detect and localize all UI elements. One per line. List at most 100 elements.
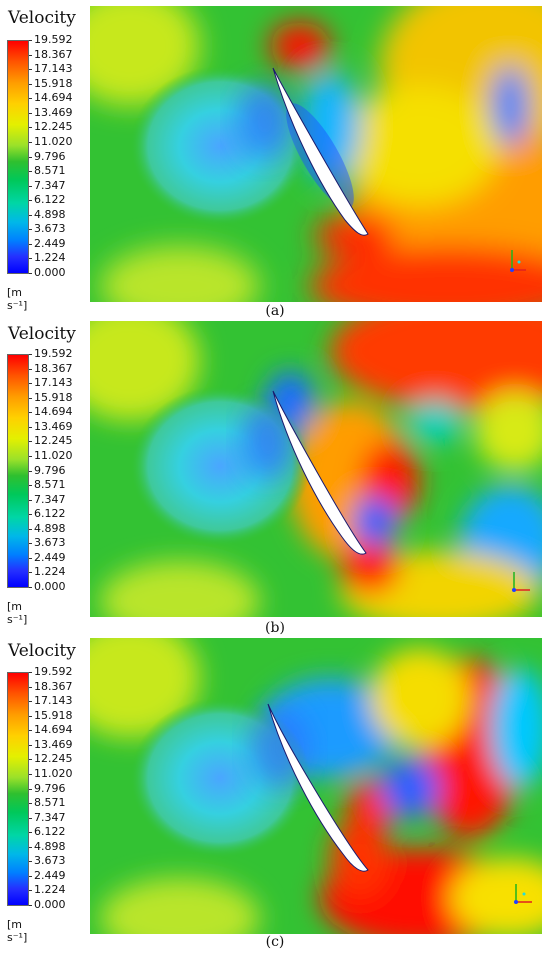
legend-tick-label: 19.592 [34, 665, 73, 678]
legend-tick-label: 1.224 [34, 251, 66, 264]
legend-tick-label: 14.694 [34, 723, 73, 736]
axis-triad-icon [512, 572, 530, 592]
contour-field [90, 321, 542, 617]
panel-caption: (b) [265, 620, 285, 636]
legend-tick-mark [29, 157, 32, 158]
velocity-panel-c: Velocity 19.592 18.367 17.143 15.918 14.694 1… [0, 634, 550, 957]
legend-tick-mark [29, 229, 32, 230]
legend-tick-mark [29, 905, 32, 906]
legend-tick-mark [29, 543, 32, 544]
legend-tick-mark [29, 514, 32, 515]
legend-tick-label: 8.571 [34, 478, 66, 491]
legend-tick-label: 4.898 [34, 840, 66, 853]
legend-tick-mark [29, 847, 32, 848]
legend-tick-mark [29, 687, 32, 688]
color-bar [7, 672, 29, 906]
legend-tick-mark [29, 84, 32, 85]
velocity-panel-a: Velocity 19.592 18.367 17.143 15.918 14.694 1… [0, 0, 550, 320]
legend-tick-label: 12.245 [34, 434, 73, 447]
legend-tick-mark [29, 818, 32, 819]
velocity-contour-plot [90, 638, 542, 934]
legend-tick-label: 0.000 [34, 266, 66, 279]
legend-tick-label: 17.143 [34, 694, 73, 707]
color-bar [7, 354, 29, 588]
legend-tick-label: 3.673 [34, 854, 66, 867]
contour-field [90, 6, 542, 302]
legend-tick-mark [29, 456, 32, 457]
legend-tick-mark [29, 412, 32, 413]
legend-unit: [m s⁻¹] [7, 918, 28, 944]
legend-tick-mark [29, 113, 32, 114]
airfoil [267, 703, 369, 872]
legend-tick-label: 13.469 [34, 738, 73, 751]
legend-tick-mark [29, 774, 32, 775]
legend-tick-label: 2.449 [34, 551, 66, 564]
legend-tick-label: 4.898 [34, 522, 66, 535]
velocity-contour-plot [90, 321, 542, 617]
legend-tick-label: 13.469 [34, 106, 73, 119]
legend-tick-label: 3.673 [34, 222, 66, 235]
legend-tick-label: 14.694 [34, 405, 73, 418]
legend-tick-label: 8.571 [34, 164, 66, 177]
legend-tick-label: 18.367 [34, 48, 73, 61]
legend-tick-mark [29, 98, 32, 99]
legend-tick-label: 6.122 [34, 507, 66, 520]
legend-tick-label: 18.367 [34, 680, 73, 693]
legend-tick-label: 15.918 [34, 709, 73, 722]
legend-tick-label: 9.796 [34, 464, 66, 477]
legend-tick-mark [29, 142, 32, 143]
panel-caption: (c) [265, 934, 285, 950]
legend-tick-label: 17.143 [34, 62, 73, 75]
airfoil [272, 67, 369, 236]
legend-tick-mark [29, 186, 32, 187]
legend-tick-label: 11.020 [34, 135, 73, 148]
legend-tick-label: 17.143 [34, 376, 73, 389]
legend-tick-mark [29, 369, 32, 370]
legend-tick-mark [29, 759, 32, 760]
legend-tick-label: 3.673 [34, 536, 66, 549]
legend-tick-label: 6.122 [34, 825, 66, 838]
legend-tick-mark [29, 572, 32, 573]
legend-tick-mark [29, 861, 32, 862]
legend-title: Velocity [8, 324, 76, 344]
legend-title: Velocity [8, 641, 76, 661]
legend-tick-mark [29, 500, 32, 501]
legend-tick-label: 8.571 [34, 796, 66, 809]
velocity-contour-plot [90, 6, 542, 302]
legend-tick-mark [29, 215, 32, 216]
legend-tick-mark [29, 876, 32, 877]
legend-tick-label: 4.898 [34, 208, 66, 221]
legend-tick-mark [29, 273, 32, 274]
legend-tick-label: 12.245 [34, 752, 73, 765]
legend-unit: [m s⁻¹] [7, 600, 28, 626]
legend-tick-mark [29, 890, 32, 891]
axis-triad-icon [514, 884, 532, 904]
legend-tick-label: 15.918 [34, 77, 73, 90]
legend-tick-mark [29, 789, 32, 790]
legend-tick-mark [29, 485, 32, 486]
legend-tick-mark [29, 258, 32, 259]
legend-title: Velocity [8, 8, 76, 28]
legend-tick-mark [29, 398, 32, 399]
legend-tick-mark [29, 716, 32, 717]
legend-tick-label: 19.592 [34, 33, 73, 46]
legend-tick-mark [29, 701, 32, 702]
axis-triad [508, 876, 538, 914]
legend-tick-label: 2.449 [34, 237, 66, 250]
legend-tick-mark [29, 200, 32, 201]
axis-triad [508, 568, 538, 606]
legend-tick-label: 15.918 [34, 391, 73, 404]
legend-tick-label: 7.347 [34, 179, 66, 192]
legend-tick-label: 14.694 [34, 91, 73, 104]
legend-tick-mark [29, 558, 32, 559]
legend-tick-mark [29, 244, 32, 245]
legend-tick-mark [29, 730, 32, 731]
legend-tick-mark [29, 55, 32, 56]
legend-tick-label: 6.122 [34, 193, 66, 206]
legend-tick-label: 1.224 [34, 565, 66, 578]
contour-field [90, 638, 542, 934]
legend-tick-label: 9.796 [34, 150, 66, 163]
legend-tick-label: 0.000 [34, 898, 66, 911]
axis-triad-icon [510, 250, 526, 272]
color-bar [7, 40, 29, 274]
